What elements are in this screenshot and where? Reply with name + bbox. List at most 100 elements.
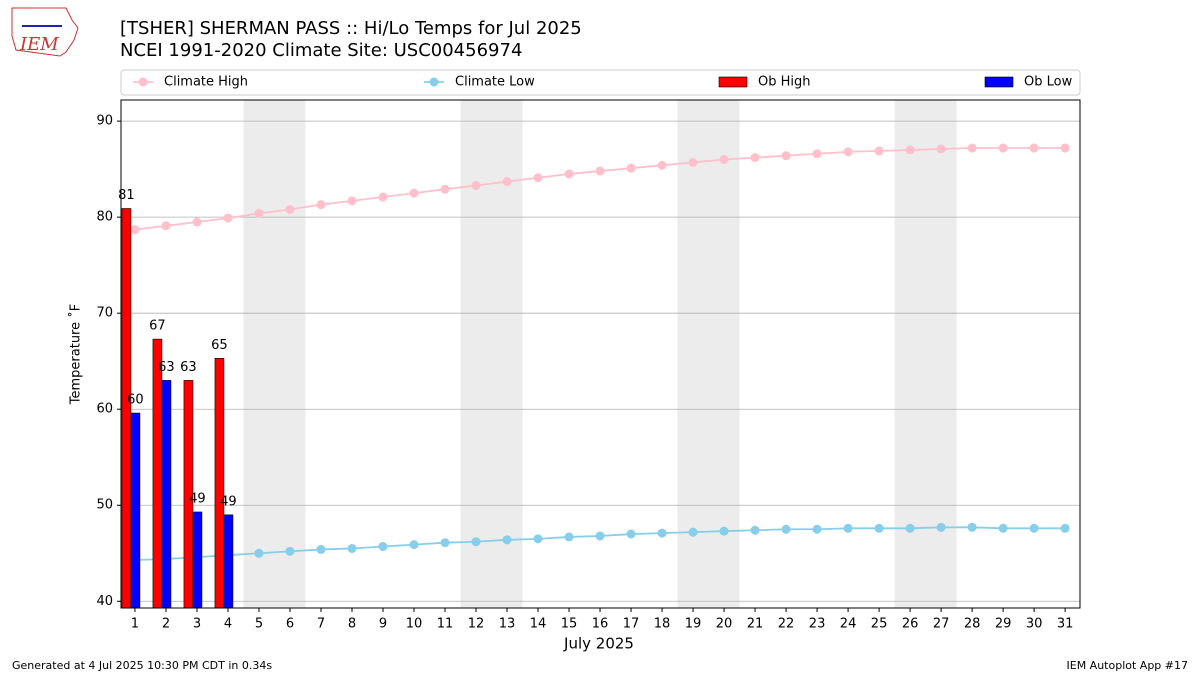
value-label: 81 <box>118 188 135 203</box>
x-tick-label: 25 <box>871 617 888 632</box>
series-point <box>967 143 977 153</box>
legend-swatch <box>984 76 1014 88</box>
weekend-band <box>894 100 957 608</box>
series-point <box>347 196 357 206</box>
series-point <box>378 542 388 552</box>
weekend-band <box>243 100 306 608</box>
series-point <box>1060 143 1070 153</box>
x-tick-label: 28 <box>964 617 981 632</box>
series-point <box>936 144 946 154</box>
series-point <box>936 522 946 532</box>
series-point <box>285 204 295 214</box>
series-point <box>967 522 977 532</box>
x-tick-label: 21 <box>747 617 764 632</box>
x-tick-label: 12 <box>468 617 485 632</box>
bar <box>152 338 163 609</box>
series-point <box>502 177 512 187</box>
x-tick-label: 6 <box>286 617 294 632</box>
series-point <box>1029 143 1039 153</box>
series-point <box>130 225 140 235</box>
series-point <box>998 143 1008 153</box>
series-point <box>564 532 574 542</box>
logo: IEM <box>11 7 79 57</box>
series-point <box>626 163 636 173</box>
plot-frame <box>120 99 1081 609</box>
series-point <box>471 180 481 190</box>
series-point <box>409 188 419 198</box>
bar <box>214 358 225 609</box>
series-point <box>161 221 171 231</box>
footer-left: Generated at 4 Jul 2025 10:30 PM CDT in … <box>12 659 272 672</box>
value-label: 49 <box>189 491 206 506</box>
legend-swatch <box>429 77 439 87</box>
weekend-band <box>677 100 740 608</box>
x-tick-label: 2 <box>162 617 170 632</box>
y-tick-label: 60 <box>96 402 113 417</box>
series-point <box>440 538 450 548</box>
x-axis-label: July 2025 <box>563 635 634 653</box>
series-point <box>564 169 574 179</box>
x-tick-label: 17 <box>623 617 640 632</box>
legend-label: Climate Low <box>455 75 535 90</box>
bar <box>192 511 203 609</box>
series-point <box>812 524 822 534</box>
legend-label: Ob Low <box>1024 75 1073 90</box>
series-point <box>812 149 822 159</box>
series-point <box>719 155 729 165</box>
logo-text: IEM <box>19 34 59 55</box>
x-tick-label: 4 <box>224 617 232 632</box>
series-point <box>440 184 450 194</box>
value-label: 63 <box>180 360 197 375</box>
legend-swatch <box>718 76 748 88</box>
chart-subtitle: NCEI 1991-2020 Climate Site: USC00456974 <box>120 40 522 61</box>
series-point <box>1060 523 1070 533</box>
x-tick-label: 27 <box>933 617 950 632</box>
bar <box>161 380 172 609</box>
x-tick-label: 23 <box>809 617 826 632</box>
series-point <box>316 200 326 210</box>
series-point <box>347 543 357 553</box>
series-point <box>595 531 605 541</box>
x-tick-label: 31 <box>1057 617 1074 632</box>
y-tick-label: 70 <box>96 306 113 321</box>
x-tick-label: 24 <box>840 617 857 632</box>
x-tick-label: 3 <box>193 617 201 632</box>
logo-outline <box>11 7 79 57</box>
series-point <box>750 153 760 163</box>
series-point <box>688 527 698 537</box>
value-label: 60 <box>127 393 144 408</box>
y-tick-label: 50 <box>96 498 113 513</box>
chart-title: [TSHER] SHERMAN PASS :: Hi/Lo Temps for … <box>120 18 582 39</box>
bar <box>130 412 141 609</box>
y-tick-label: 80 <box>96 210 113 225</box>
value-label: 49 <box>220 494 237 509</box>
x-tick-label: 1 <box>131 617 139 632</box>
x-tick-label: 16 <box>592 617 609 632</box>
x-tick-label: 29 <box>995 617 1012 632</box>
series-point <box>998 523 1008 533</box>
y-tick-label: 90 <box>96 114 113 129</box>
value-label: 63 <box>158 360 175 375</box>
x-tick-label: 13 <box>499 617 516 632</box>
series-point <box>1029 523 1039 533</box>
x-tick-label: 8 <box>348 617 356 632</box>
series-point <box>223 213 233 223</box>
x-tick-label: 5 <box>255 617 263 632</box>
series-point <box>409 540 419 550</box>
series-point <box>843 147 853 157</box>
series-point <box>905 523 915 533</box>
bar <box>223 514 234 609</box>
y-tick-label: 40 <box>96 594 113 609</box>
series-point <box>874 523 884 533</box>
series-point <box>750 525 760 535</box>
series-point <box>254 548 264 558</box>
legend-label: Climate High <box>164 75 248 90</box>
x-tick-label: 18 <box>654 617 671 632</box>
x-tick-label: 19 <box>685 617 702 632</box>
series-point <box>192 217 202 227</box>
x-tick-label: 10 <box>406 617 423 632</box>
bar <box>121 208 132 609</box>
value-label: 65 <box>211 338 228 353</box>
series-point <box>657 528 667 538</box>
